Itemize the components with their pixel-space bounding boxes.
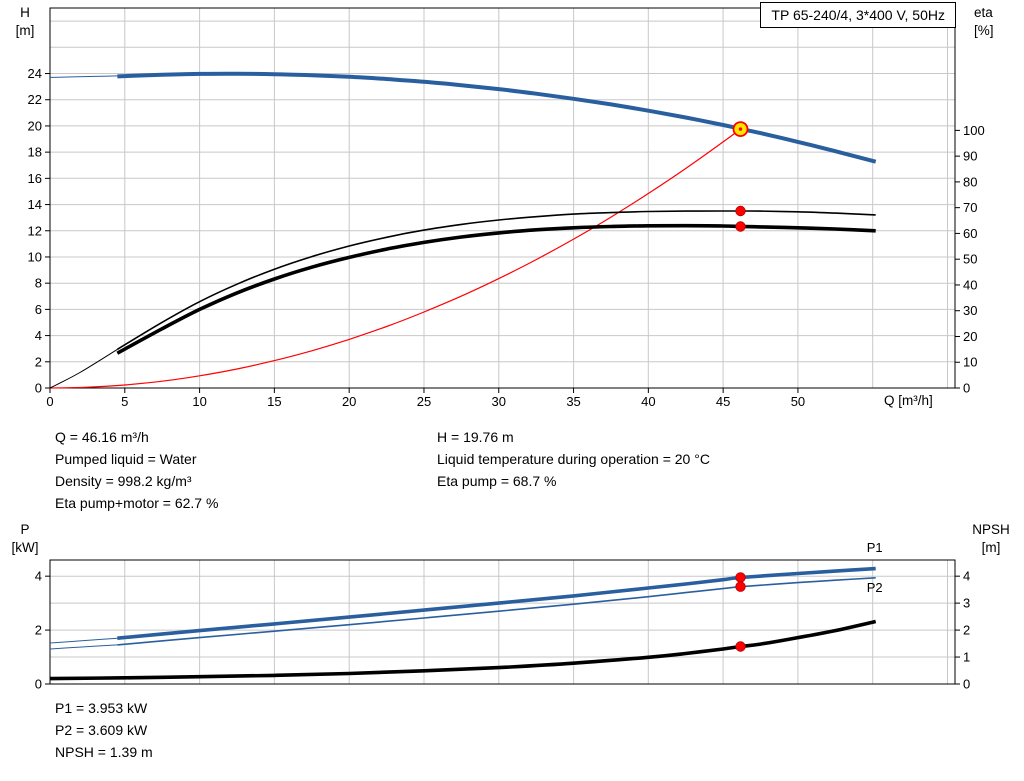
tick-label-left: 4: [35, 569, 42, 584]
tick-label-left: 2: [35, 623, 42, 638]
npsh-axis-unit: [m]: [981, 540, 1001, 555]
annotation-head: H = 19.76 m: [437, 429, 514, 445]
tick-label-left: 14: [28, 197, 42, 212]
h-axis-label: H [m]: [6, 4, 44, 40]
tick-label-left: 8: [35, 276, 42, 291]
tick-label-x: 25: [417, 394, 431, 409]
annotation-eta-total: Eta pump+motor = 62.7 %: [55, 495, 219, 511]
tick-label-right: 40: [963, 277, 977, 292]
tick-label-right: 70: [963, 200, 977, 215]
tick-label-left: 2: [35, 354, 42, 369]
series-head: [117, 71, 877, 164]
npsh-point: [735, 641, 746, 652]
tick-label-right: 20: [963, 329, 977, 344]
tick-label-x: 20: [342, 394, 356, 409]
series-p1-lead: [49, 637, 118, 644]
tick-label-left: 0: [35, 677, 42, 692]
p-axis-label: P [kW]: [6, 521, 44, 557]
pump-model-badge: TP 65-240/4, 3*400 V, 50Hz: [760, 2, 956, 28]
annotation-liquid: Pumped liquid = Water: [55, 451, 197, 467]
tick-label-right: 4: [963, 569, 970, 584]
series-head-lead: [49, 75, 118, 78]
tick-label-right: 2: [963, 623, 970, 638]
tick-label-x: 30: [492, 394, 506, 409]
plot-frame: [49, 559, 956, 685]
h-axis-unit: [m]: [15, 23, 35, 38]
tick-label-left: 24: [28, 66, 42, 81]
p1-point: [735, 572, 746, 583]
tick-label-right: 3: [963, 596, 970, 611]
annotation-flow: Q = 46.16 m³/h: [55, 429, 149, 445]
p-axis-name: P: [20, 522, 30, 537]
tick-label-x: 15: [267, 394, 281, 409]
tick-label-left: 12: [28, 223, 42, 238]
tick-label-left: 6: [35, 302, 42, 317]
p-axis-unit: [kW]: [11, 540, 39, 555]
tick-label-x: 10: [192, 394, 206, 409]
tick-label-left: 20: [28, 118, 42, 133]
npsh-axis-label: NPSH [m]: [962, 521, 1020, 557]
eta-axis-name: eta: [974, 5, 993, 20]
series-p1: [117, 566, 876, 640]
tick-label-right: 30: [963, 303, 977, 318]
annotation-temperature: Liquid temperature during operation = 20…: [437, 451, 710, 467]
hq-chart: 0246810121416182022240102030405060708090…: [28, 7, 985, 409]
tick-label-right: 80: [963, 174, 977, 189]
p-npsh-plot-area: 0 2 4 0 1 2 3 4 P1 P2: [35, 540, 970, 692]
tick-label-left: 16: [28, 171, 42, 186]
tick-label-x: 5: [121, 394, 128, 409]
tick-label-x: 40: [641, 394, 655, 409]
tick-label-right: 0: [963, 677, 970, 692]
tick-label-left: 4: [35, 328, 42, 343]
annotation-p1: P1 = 3.953 kW: [55, 700, 148, 716]
tick-label-left: 10: [28, 249, 42, 264]
series-eta-pump-motor: [116, 223, 876, 355]
series-p2-lead: [49, 644, 118, 650]
tick-label-right: 0: [963, 381, 970, 396]
annotation-density: Density = 998.2 kg/m³: [55, 473, 192, 489]
h-axis-name: H: [20, 5, 30, 20]
series-label-p2: P2: [867, 580, 883, 595]
tick-label-left: 18: [28, 145, 42, 160]
tick-label-x: 50: [791, 394, 805, 409]
series-npsh: [49, 619, 877, 681]
series-label-p1: P1: [867, 540, 883, 555]
tick-label-right: 60: [963, 226, 977, 241]
tick-label-x: 45: [716, 394, 730, 409]
series-p2: [117, 577, 876, 646]
series-eta-pump: [116, 210, 876, 351]
tick-label-right: 50: [963, 252, 977, 267]
annotation-npsh: NPSH = 1.39 m: [55, 744, 153, 760]
plot-frame: [49, 7, 956, 389]
eta-pump-motor-point: [735, 221, 746, 232]
tick-label-x: 0: [46, 394, 53, 409]
eta-axis-unit: [%]: [974, 23, 994, 38]
hq-plot-area: 0246810121416182022240102030405060708090…: [28, 7, 985, 409]
series-eta-pump-lead: [49, 348, 118, 389]
eta-pump-point: [735, 205, 746, 217]
npsh-axis-name: NPSH: [972, 522, 1010, 537]
tick-label-right: 1: [963, 650, 970, 665]
power-npsh-chart: 0 2 4 0 1 2 3 4 P1 P2: [35, 540, 970, 692]
tick-label-x: 35: [566, 394, 580, 409]
annotation-p2: P2 = 3.609 kW: [55, 722, 148, 738]
q-axis-label: Q [m³/h]: [884, 393, 933, 408]
tick-label-left: 22: [28, 92, 42, 107]
series-system-curve: [49, 128, 741, 389]
tick-label-right: 90: [963, 149, 977, 164]
tick-label-left: 0: [35, 381, 42, 396]
tick-label-right: 100: [963, 123, 985, 138]
tick-label-right: 10: [963, 355, 977, 370]
annotation-eta-pump: Eta pump = 68.7 %: [437, 473, 557, 489]
p2-point: [735, 581, 746, 592]
eta-axis-label: eta [%]: [974, 4, 1020, 40]
duty-point-center: [738, 127, 743, 131]
